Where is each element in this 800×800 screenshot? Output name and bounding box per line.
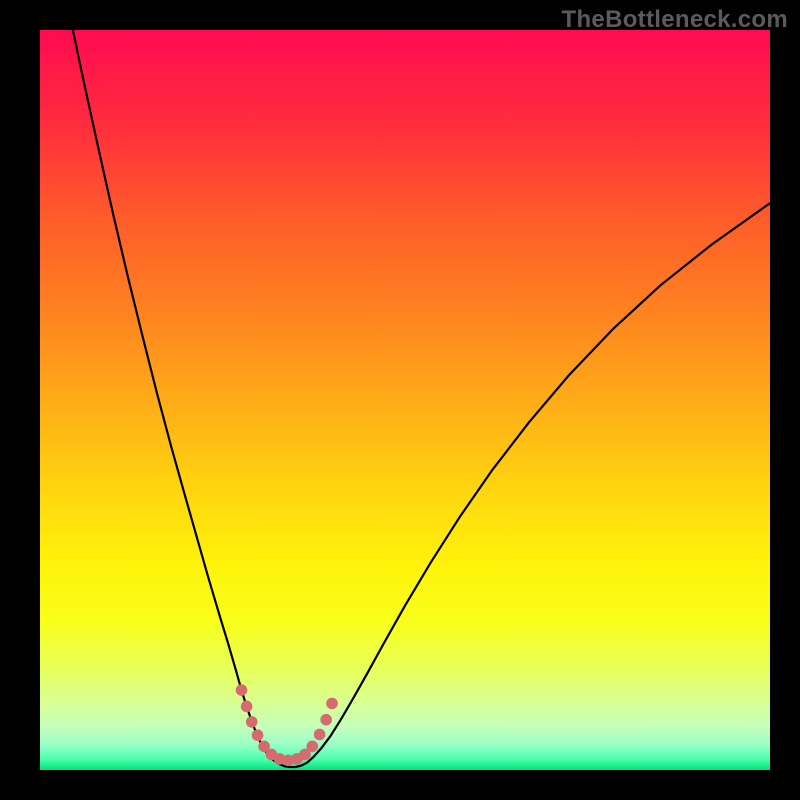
gradient-background [40, 30, 770, 770]
watermark-text: TheBottleneck.com [562, 6, 788, 34]
chart-frame: TheBottleneck.com [0, 0, 800, 800]
plot-area [40, 30, 770, 770]
